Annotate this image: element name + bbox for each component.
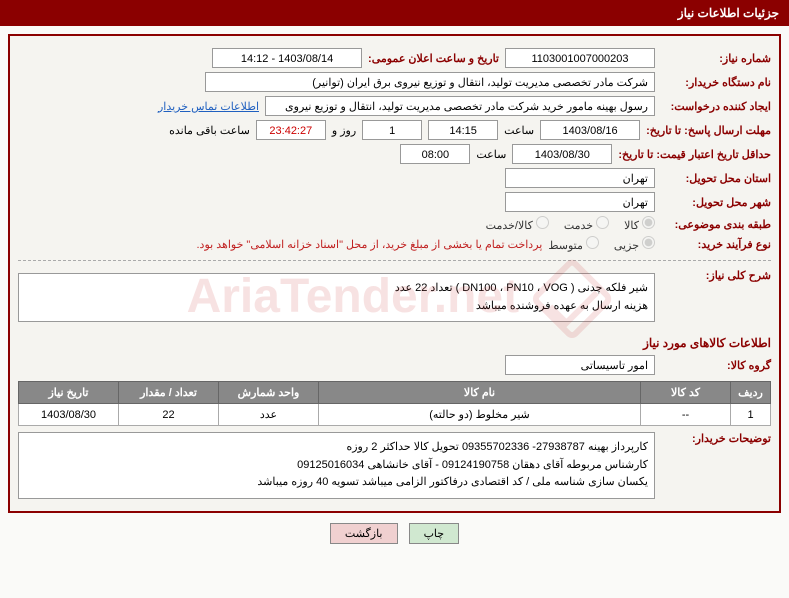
td-date: 1403/08/30 xyxy=(19,404,119,426)
table-row: 1 -- شیر مخلوط (دو حالته) عدد 22 1403/08… xyxy=(19,404,771,426)
th-qty: تعداد / مقدار xyxy=(119,382,219,404)
th-date: تاریخ نیاز xyxy=(19,382,119,404)
back-button[interactable]: بازگشت xyxy=(330,523,398,544)
td-name: شیر مخلوط (دو حالته) xyxy=(319,404,641,426)
val-remain-time: 23:42:27 xyxy=(256,120,326,140)
th-row: ردیف xyxy=(731,382,771,404)
notes-line2: کارشناس مربوطه آقای دهقان 09124190758 - … xyxy=(25,457,648,475)
td-code: -- xyxy=(641,404,731,426)
radio-service[interactable]: خدمت xyxy=(564,216,609,232)
val-province: تهران xyxy=(505,168,655,188)
radio-medium[interactable]: متوسط xyxy=(548,236,599,252)
page-header: جزئیات اطلاعات نیاز xyxy=(0,0,789,26)
notes-line3: یکسان سازی شناسه ملی / کد اقتصادی درفاکت… xyxy=(25,474,648,492)
desc-line2: هزینه ارسال به عهده فروشنده میباشد xyxy=(25,298,648,316)
table-header-row: ردیف کد کالا نام کالا واحد شمارش تعداد /… xyxy=(19,382,771,404)
val-reply-date: 1403/08/16 xyxy=(540,120,640,140)
lbl-days-and: روز و xyxy=(332,124,356,137)
lbl-goods-group: گروه کالا: xyxy=(661,359,771,372)
button-row: چاپ بازگشت xyxy=(0,523,789,544)
desc-line1: شیر فلکه چدنی ( DN100 ، PN10 ، VOG ) تعد… xyxy=(25,280,648,298)
section-goods-info: اطلاعات کالاهای مورد نیاز xyxy=(18,336,771,350)
radio-goods[interactable]: کالا xyxy=(624,216,655,232)
val-validity-time: 08:00 xyxy=(400,144,470,164)
lbl-city: شهر محل تحویل: xyxy=(661,196,771,209)
lbl-reply-deadline: مهلت ارسال پاسخ: تا تاریخ: xyxy=(646,124,771,137)
th-name: نام کالا xyxy=(319,382,641,404)
lbl-hour2: ساعت xyxy=(476,148,506,161)
buyer-notes-box: کارپرداز بهینه 27938787- 09355702336 تحو… xyxy=(18,432,655,499)
val-need-no: 1103001007000203 xyxy=(505,48,655,68)
lbl-subject-class: طبقه بندی موضوعی: xyxy=(661,218,771,231)
th-unit: واحد شمارش xyxy=(219,382,319,404)
goods-table: ردیف کد کالا نام کالا واحد شمارش تعداد /… xyxy=(18,381,771,426)
lbl-province: استان محل تحویل: xyxy=(661,172,771,185)
link-contact-buyer[interactable]: اطلاعات تماس خریدار xyxy=(158,100,259,113)
notes-line1: کارپرداز بهینه 27938787- 09355702336 تحو… xyxy=(25,439,648,457)
lbl-buyer-org: نام دستگاه خریدار: xyxy=(661,76,771,89)
main-panel: شماره نیاز: 1103001007000203 تاریخ و ساع… xyxy=(8,34,781,513)
th-code: کد کالا xyxy=(641,382,731,404)
payment-note: پرداخت تمام یا بخشی از مبلغ خرید، از محل… xyxy=(197,238,543,251)
lbl-announce: تاریخ و ساعت اعلان عمومی: xyxy=(368,52,499,65)
val-goods-group: امور تاسیساتی xyxy=(505,355,655,375)
header-title: جزئیات اطلاعات نیاز xyxy=(678,6,779,20)
td-qty: 22 xyxy=(119,404,219,426)
val-city: تهران xyxy=(505,192,655,212)
lbl-requester: ایجاد کننده درخواست: xyxy=(661,100,771,113)
td-unit: عدد xyxy=(219,404,319,426)
lbl-purchase-type: نوع فرآیند خرید: xyxy=(661,238,771,251)
radio-purchase-type: جزیی متوسط xyxy=(548,236,655,252)
lbl-price-validity: حداقل تاریخ اعتبار قیمت: تا تاریخ: xyxy=(618,148,771,161)
print-button[interactable]: چاپ xyxy=(409,523,460,544)
radio-goods-service[interactable]: کالا/خدمت xyxy=(486,216,549,232)
overall-desc-box: شیر فلکه چدنی ( DN100 ، PN10 ، VOG ) تعد… xyxy=(18,273,655,322)
val-announce: 1403/08/14 - 14:12 xyxy=(212,48,362,68)
val-reply-time: 14:15 xyxy=(428,120,498,140)
td-row: 1 xyxy=(731,404,771,426)
lbl-need-no: شماره نیاز: xyxy=(661,52,771,65)
lbl-hour1: ساعت xyxy=(504,124,534,137)
val-buyer-org: شرکت مادر تخصصی مدیریت تولید، انتقال و ت… xyxy=(205,72,655,92)
val-validity-date: 1403/08/30 xyxy=(512,144,612,164)
val-requester: رسول بهینه مامور خرید شرکت مادر تخصصی مد… xyxy=(265,96,655,116)
lbl-time-remain: ساعت باقی مانده xyxy=(169,124,250,137)
radio-subject-class: کالا خدمت کالا/خدمت xyxy=(486,216,655,232)
val-remain-days: 1 xyxy=(362,120,422,140)
lbl-overall-desc: شرح کلی نیاز: xyxy=(661,269,771,282)
lbl-buyer-notes: توضیحات خریدار: xyxy=(661,432,771,445)
radio-partial[interactable]: جزیی xyxy=(614,236,655,252)
